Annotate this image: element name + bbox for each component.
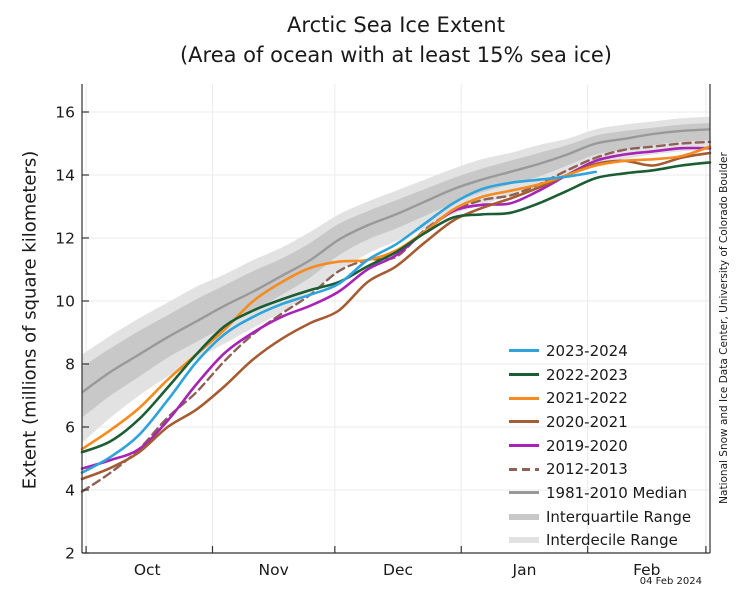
y-tick-label: 2	[65, 545, 75, 563]
x-tick-label-Dec: Dec	[383, 561, 413, 579]
legend-swatch-icon	[509, 444, 539, 448]
legend-swatch-icon	[509, 537, 539, 544]
title-block: Arctic Sea Ice Extent (Area of ocean wit…	[82, 10, 710, 71]
interdecile-band	[82, 116, 710, 443]
y-tick-label: 6	[65, 419, 75, 437]
legend-label: 1981-2010 Median	[546, 483, 688, 502]
legend-item-1981-2010-median: 1981-2010 Median	[509, 481, 691, 505]
y-tick-label: 10	[55, 293, 75, 311]
legend-label: Interquartile Range	[546, 507, 692, 526]
legend-swatch-icon	[509, 349, 539, 353]
legend-label: 2023-2024	[546, 341, 628, 360]
series-line-2022-2023	[80, 161, 712, 454]
legend-item-2019-2020: 2019-2020	[509, 434, 691, 458]
legend-label: 2020-2021	[546, 412, 628, 431]
y-tick-label: 8	[65, 356, 75, 374]
legend-label: 2022-2023	[546, 365, 628, 384]
legend-item-2022-2023: 2022-2023	[509, 363, 691, 387]
legend-item-2023-2024: 2023-2024	[509, 339, 691, 363]
legend-swatch-icon	[509, 513, 539, 520]
chart-legend: 2023-2024 2022-2023 2021-2022 2020-2021 2019…	[509, 339, 691, 552]
x-tick-label-Nov: Nov	[259, 561, 289, 579]
legend-label: 2012-2013	[546, 460, 628, 479]
legend-swatch-icon	[509, 467, 539, 471]
legend-item-2021-2022: 2021-2022	[509, 386, 691, 410]
legend-swatch-icon	[509, 491, 539, 495]
y-tick-label: 4	[65, 482, 75, 500]
x-tick-label-Feb: Feb	[633, 561, 660, 579]
x-tick-label-Jan: Jan	[512, 561, 537, 579]
legend-label: 2019-2020	[546, 436, 628, 455]
y-axis-label: Extent (millions of square kilometers)	[19, 150, 41, 490]
legend-item-interdecile-range: Interdecile Range	[509, 529, 691, 553]
y-tick-label: 12	[55, 230, 75, 248]
y-tick-label: 14	[55, 167, 75, 185]
legend-swatch-icon	[509, 396, 539, 400]
legend-swatch-icon	[509, 420, 539, 424]
series-line-2023-2024	[80, 170, 598, 474]
y-tick-label: 16	[55, 104, 75, 122]
credit-text: National Snow and Ice Data Center, Unive…	[718, 152, 730, 504]
legend-label: Interdecile Range	[546, 531, 678, 550]
median-line	[81, 128, 711, 394]
legend-swatch-icon	[509, 373, 539, 377]
series-line-2019-2020	[80, 146, 712, 470]
series-line-2021-2022	[80, 145, 712, 451]
chart-title: Arctic Sea Ice Extent	[287, 13, 505, 37]
chart-subtitle: (Area of ocean with at least 15% sea ice…	[179, 43, 612, 68]
x-tick-label-Oct: Oct	[134, 561, 161, 579]
series-line-2020-2021	[80, 151, 712, 481]
legend-item-interquartile-range: Interquartile Range	[509, 505, 691, 529]
legend-item-2012-2013: 2012-2013	[509, 457, 691, 481]
legend-label: 2021-2022	[546, 389, 628, 408]
legend-item-2020-2021: 2020-2021	[509, 410, 691, 434]
date-label: 04 Feb 2024	[639, 576, 702, 587]
